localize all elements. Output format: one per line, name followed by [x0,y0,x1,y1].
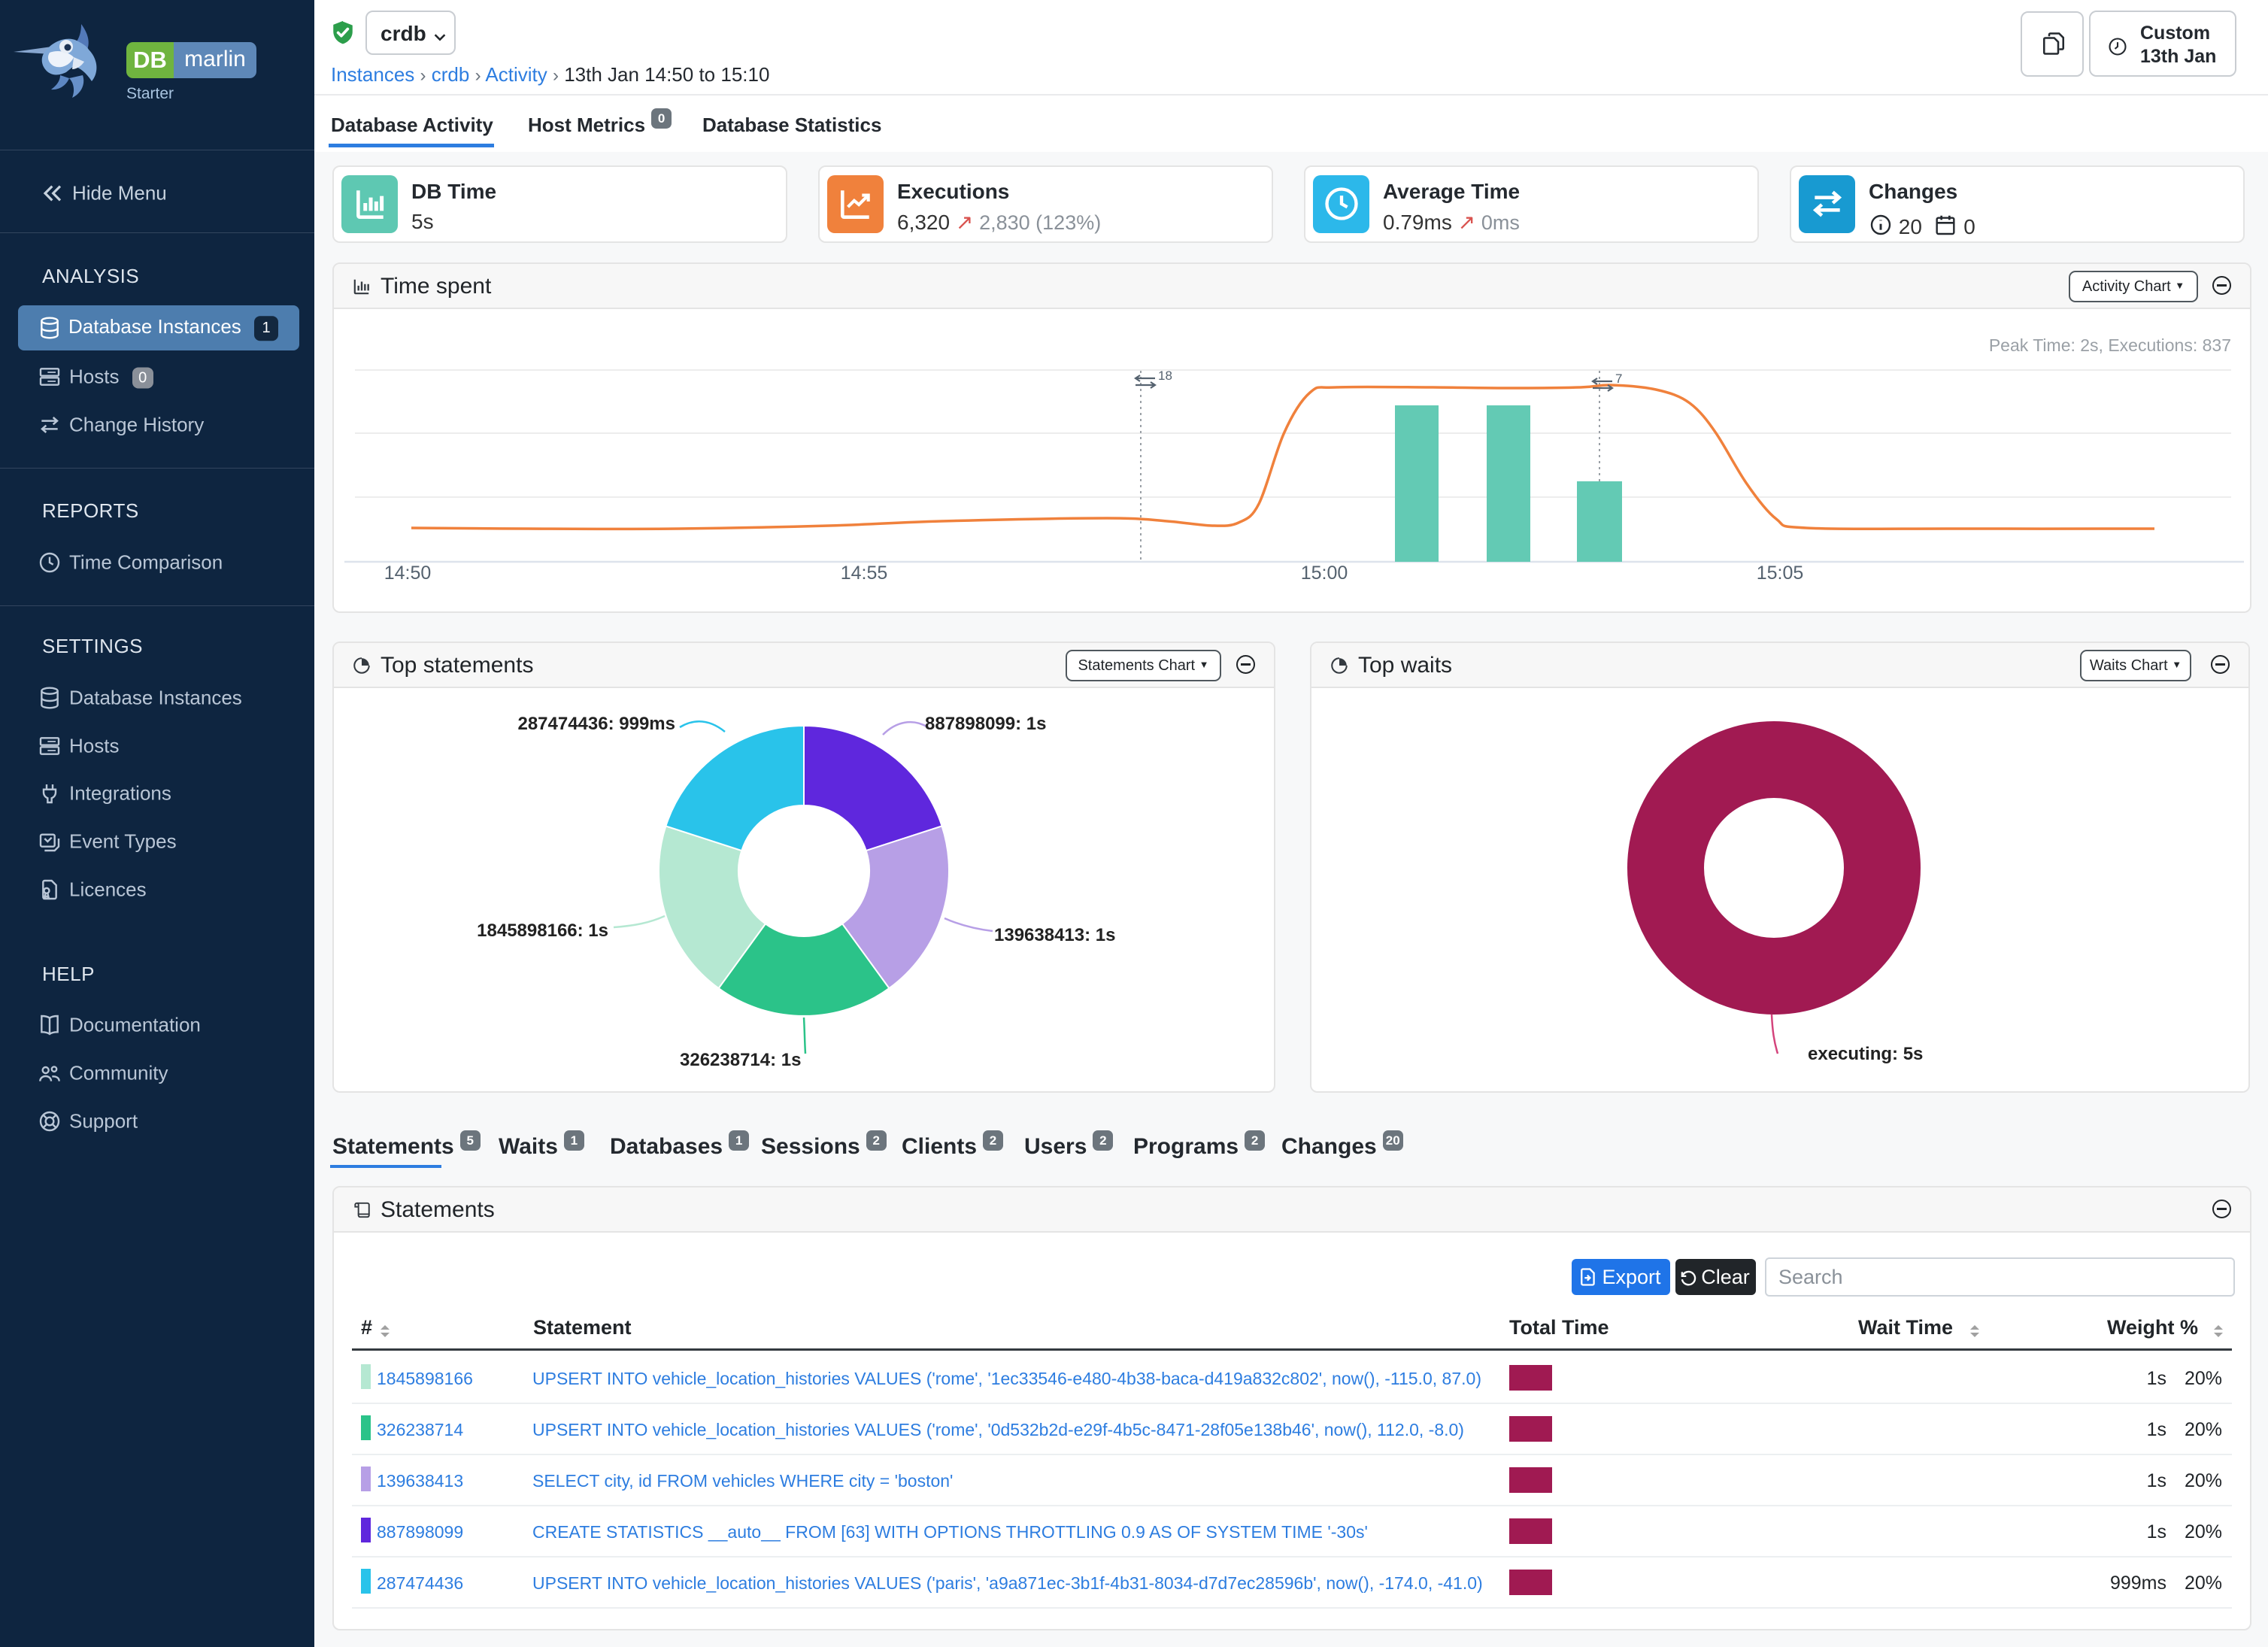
svg-text:15:05: 15:05 [1757,563,1804,584]
svg-text:Peak Time: 2s, Executions: 837: Peak Time: 2s, Executions: 837 [1989,335,2231,355]
svg-text:15:00: 15:00 [1301,563,1348,584]
svg-text:14:55: 14:55 [841,563,888,584]
svg-text:18: 18 [1158,369,1172,383]
svg-text:14:50: 14:50 [384,563,432,584]
svg-text:7: 7 [1615,372,1622,386]
